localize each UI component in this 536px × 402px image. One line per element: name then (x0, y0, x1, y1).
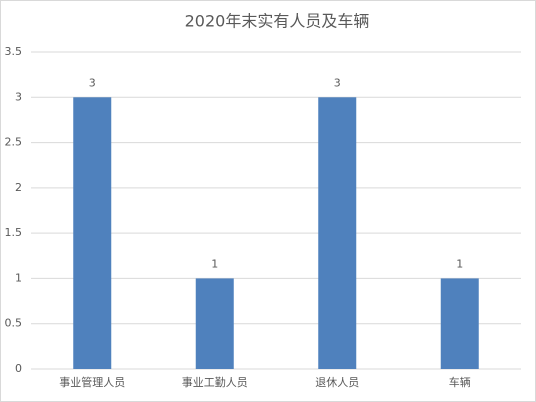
data-label: 1 (211, 257, 218, 270)
data-label: 3 (89, 76, 96, 89)
bar (318, 97, 357, 370)
y-tick-label: 2.5 (5, 136, 23, 149)
x-tick-label: 退休人员 (315, 376, 359, 389)
bar (73, 97, 112, 370)
data-label: 3 (334, 76, 341, 89)
y-tick-label: 0.5 (5, 317, 23, 330)
x-tick-label: 事业工勤人员 (182, 376, 248, 389)
y-tick-label: 1 (15, 271, 22, 284)
y-tick-label: 1.5 (5, 226, 23, 239)
bar (195, 278, 234, 369)
y-tick-label: 0 (15, 362, 22, 375)
y-tick-label: 3 (15, 90, 22, 103)
bar (440, 278, 479, 369)
data-label: 1 (456, 257, 463, 270)
y-tick-label: 2 (15, 181, 22, 194)
x-tick-label: 事业管理人员 (59, 375, 125, 389)
x-tick-label: 车辆 (449, 375, 471, 389)
y-tick-label: 3.5 (5, 45, 23, 58)
chart-title: 2020年末实有人员及车辆 (185, 12, 370, 31)
